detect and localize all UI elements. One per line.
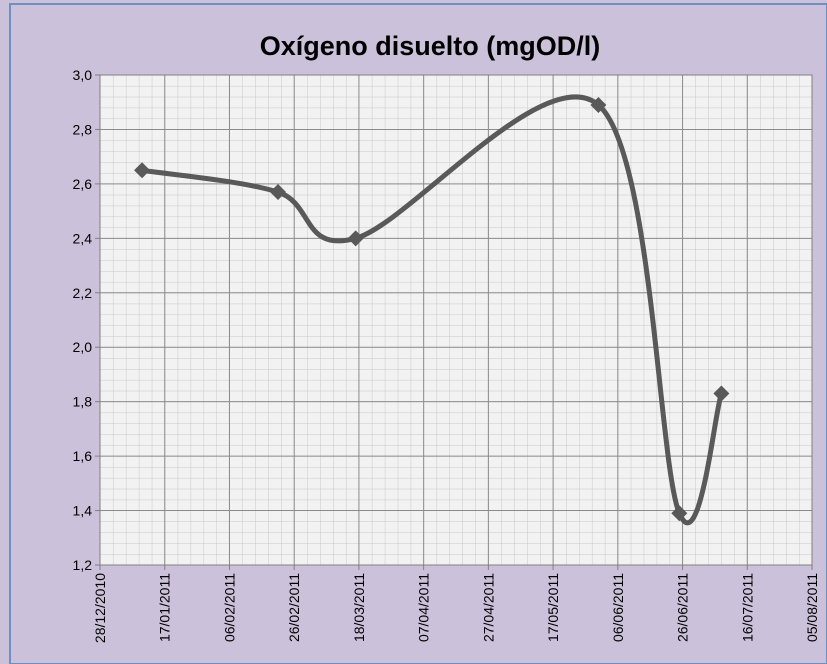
point-marker (671, 505, 688, 522)
chart-title: Oxígeno disuelto (mgOD/l) (260, 31, 601, 61)
y-tick-label: 1,4 (73, 503, 93, 519)
point-marker (347, 230, 364, 247)
y-tick-label: 1,8 (73, 394, 93, 410)
x-tick-label: 06/06/2011 (610, 573, 626, 642)
y-tick-label: 2,0 (73, 339, 93, 355)
x-tick-label: 17/05/2011 (545, 573, 561, 642)
y-tick-label: 2,2 (73, 285, 93, 301)
x-tick-label: 05/08/2011 (804, 573, 820, 642)
x-tick-label: 07/04/2011 (416, 573, 432, 642)
x-tick-label: 28/12/2010 (92, 573, 108, 643)
x-tick-label: 06/02/2011 (221, 573, 237, 642)
frame (9, 3, 827, 664)
x-tick-label: 26/02/2011 (286, 573, 302, 642)
y-tick-label: 2,8 (73, 121, 93, 137)
x-tick-label: 26/06/2011 (675, 573, 691, 642)
y-tick-label: 1,2 (73, 557, 93, 573)
point-marker (713, 385, 730, 402)
point-marker (590, 96, 607, 113)
minor-grid (100, 75, 812, 565)
x-tick-label: 16/07/2011 (739, 573, 755, 642)
point-marker (134, 162, 151, 179)
x-tick-label: 18/03/2011 (351, 573, 367, 642)
y-tick-label: 1,6 (73, 448, 93, 464)
point-marker (270, 184, 286, 201)
x-tick-label: 27/04/2011 (480, 573, 496, 642)
x-tick-label: 17/01/2011 (157, 573, 173, 642)
y-tick-label: 2,6 (73, 176, 93, 192)
y-tick-label: 3,0 (73, 67, 93, 83)
plot-border (99, 74, 813, 566)
y-tick-label: 2,4 (73, 230, 93, 246)
